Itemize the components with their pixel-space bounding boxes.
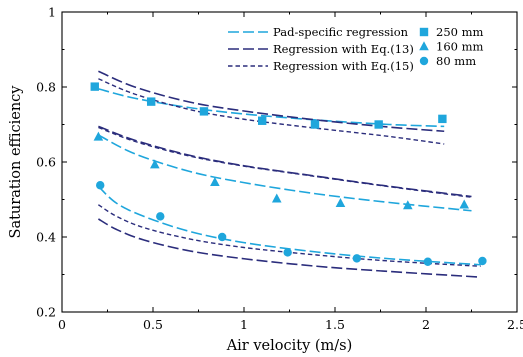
- point-square: [310, 120, 320, 129]
- point-circle: [283, 248, 292, 257]
- point-triangle: [335, 198, 346, 208]
- point-square: [438, 114, 447, 124]
- y-tick-label: 0.8: [36, 80, 56, 95]
- point-triangle: [210, 177, 220, 187]
- legend-marker-label: 80 mm: [436, 54, 476, 68]
- axis-tick-labels: 0 0.5 1 1.5 2 2.5 0.2 0.4 0.6 0.8 1: [36, 5, 523, 333]
- legend-marker-label: 250 mm: [436, 25, 484, 39]
- point-circle: [156, 212, 165, 221]
- x-tick-label: 1.5: [325, 317, 345, 332]
- point-triangle: [403, 200, 413, 210]
- legend-line-label: Regression with Eq.(15): [273, 59, 414, 73]
- curve-250mm-eq15: [98, 78, 445, 145]
- legend-marker-label: 160 mm: [436, 40, 484, 54]
- x-tick-label: 2: [422, 317, 430, 332]
- point-circle: [423, 257, 433, 266]
- curve-250mm-pad-specific: [98, 88, 445, 128]
- curve-250mm-eq13: [98, 70, 445, 133]
- point-square: [199, 107, 209, 116]
- legend-marker-square: [419, 27, 429, 37]
- point-circle: [96, 181, 105, 190]
- regression-curves: [97, 70, 481, 278]
- point-circle: [217, 232, 227, 242]
- data-markers: [90, 82, 487, 266]
- y-axis-title: Saturation efficiency: [8, 85, 24, 239]
- curve-80mm-eq13: [97, 218, 481, 278]
- legend-marker-triangle: [419, 41, 429, 51]
- point-triangle: [93, 131, 104, 141]
- axis-ticks: [61, 11, 518, 313]
- x-tick-label: 0.5: [143, 317, 163, 332]
- legend: Pad-specific regression Regression with E…: [228, 25, 484, 73]
- point-triangle: [271, 193, 282, 203]
- point-triangle: [459, 199, 470, 209]
- point-triangle: [150, 159, 160, 169]
- legend-line-label: Regression with Eq.(13): [273, 42, 414, 56]
- curve-80mm-pad-specific: [97, 185, 481, 266]
- curve-80mm-eq15: [98, 204, 481, 267]
- y-tick-label: 0.4: [36, 230, 56, 245]
- x-axis-title: Air velocity (m/s): [226, 338, 353, 354]
- curve-160mm-pad-specific: [98, 134, 472, 212]
- point-square: [90, 82, 99, 91]
- y-tick-label: 0.2: [36, 305, 56, 320]
- y-tick-label: 0.6: [36, 155, 56, 170]
- point-square: [374, 120, 383, 129]
- point-square: [258, 116, 267, 125]
- point-square: [146, 97, 156, 106]
- point-circle: [352, 254, 362, 263]
- legend-marker-circle: [419, 56, 429, 66]
- x-tick-label: 0: [58, 317, 66, 332]
- curve-160mm-eq15: [98, 126, 472, 198]
- x-tick-label: 1: [240, 317, 248, 332]
- x-tick-label: 2.5: [507, 317, 523, 332]
- legend-line-label: Pad-specific regression: [273, 25, 409, 39]
- y-tick-label: 1: [48, 5, 56, 20]
- point-circle: [478, 256, 487, 266]
